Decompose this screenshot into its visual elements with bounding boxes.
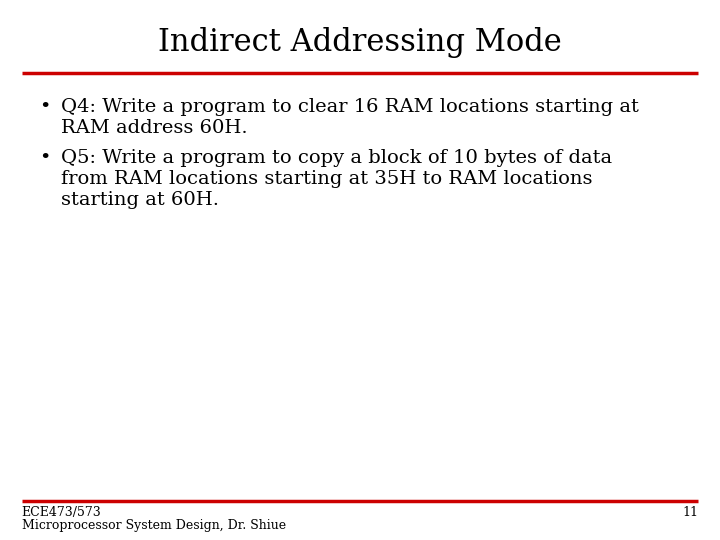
Text: Microprocessor System Design, Dr. Shiue: Microprocessor System Design, Dr. Shiue — [22, 519, 286, 532]
Text: starting at 60H.: starting at 60H. — [61, 191, 219, 209]
Text: ECE473/573: ECE473/573 — [22, 506, 102, 519]
Text: Indirect Addressing Mode: Indirect Addressing Mode — [158, 27, 562, 58]
Text: •: • — [40, 98, 51, 116]
Text: RAM address 60H.: RAM address 60H. — [61, 119, 248, 137]
Text: Q5: Write a program to copy a block of 10 bytes of data: Q5: Write a program to copy a block of 1… — [61, 149, 612, 167]
Text: 11: 11 — [683, 506, 698, 519]
Text: •: • — [40, 149, 51, 167]
Text: Q4: Write a program to clear 16 RAM locations starting at: Q4: Write a program to clear 16 RAM loca… — [61, 98, 639, 116]
Text: from RAM locations starting at 35H to RAM locations: from RAM locations starting at 35H to RA… — [61, 170, 593, 188]
